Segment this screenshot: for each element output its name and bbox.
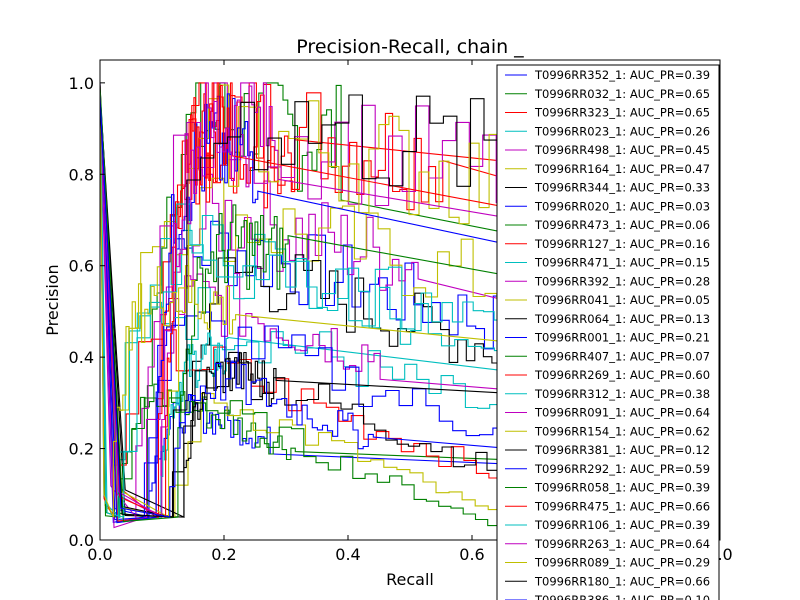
y-tick-label: 0.6 [69, 257, 94, 276]
legend-entry: T0996RR352_1: AUC_PR=0.39 [534, 68, 710, 82]
legend-entry: T0996RR344_1: AUC_PR=0.33 [534, 181, 710, 195]
y-tick-label: 1.0 [69, 74, 94, 93]
legend-entry: T0996RR323_1: AUC_PR=0.65 [534, 106, 710, 120]
chart-title: Precision-Recall, chain _ [296, 36, 524, 58]
y-tick-label: 0.4 [69, 348, 94, 367]
legend-entry: T0996RR180_1: AUC_PR=0.66 [534, 574, 710, 588]
plot-frame [99, 59, 721, 541]
legend-entry: T0996RR091_1: AUC_PR=0.64 [534, 406, 710, 420]
x-tick-label: 0.2 [211, 545, 236, 564]
legend-entry: T0996RR386_1: AUC_PR=0.10 [534, 593, 710, 600]
legend-entry: T0996RR312_1: AUC_PR=0.38 [534, 387, 710, 401]
legend-entry: T0996RR041_1: AUC_PR=0.05 [534, 293, 710, 307]
series-line [100, 83, 720, 524]
y-tick-label: 0.8 [69, 165, 94, 184]
legend-entry: T0996RR089_1: AUC_PR=0.29 [534, 556, 710, 570]
legend-entry: T0996RR032_1: AUC_PR=0.65 [534, 87, 710, 101]
x-tick-label: 0.4 [335, 545, 360, 564]
legend-entry: T0996RR064_1: AUC_PR=0.13 [534, 312, 710, 326]
legend-box [496, 64, 720, 600]
legend-entry: T0996RR058_1: AUC_PR=0.39 [534, 481, 710, 495]
series-line [100, 101, 720, 519]
series-line [100, 85, 720, 521]
series-line [100, 82, 720, 519]
legend-entry: T0996RR498_1: AUC_PR=0.45 [534, 143, 710, 157]
x-tick-label: 0.6 [459, 545, 484, 564]
legend-entry: T0996RR154_1: AUC_PR=0.62 [534, 424, 710, 438]
y-tick-label: 0.2 [69, 440, 94, 459]
legend-entry: T0996RR127_1: AUC_PR=0.16 [534, 237, 710, 251]
x-axis-label: Recall [386, 570, 434, 589]
legend-entry: T0996RR473_1: AUC_PR=0.06 [534, 218, 710, 232]
legend: T0996RR352_1: AUC_PR=0.39 T0996RR032_1: A… [496, 64, 720, 600]
legend-entry: T0996RR023_1: AUC_PR=0.26 [534, 124, 710, 138]
y-axis-label: Precision [43, 264, 62, 335]
series-line [100, 96, 720, 518]
series-line [100, 82, 720, 519]
series-line [100, 82, 720, 518]
series-line [100, 83, 720, 522]
legend-entry: T0996RR164_1: AUC_PR=0.47 [534, 162, 710, 176]
legend-entry: T0996RR381_1: AUC_PR=0.12 [534, 443, 710, 457]
series-line [100, 93, 720, 518]
series-line [100, 82, 720, 518]
legend-entry: T0996RR020_1: AUC_PR=0.03 [534, 199, 710, 213]
legend-entry: T0996RR475_1: AUC_PR=0.66 [534, 499, 710, 513]
series-line [100, 85, 720, 523]
x-tick-label: 0.0 [87, 545, 112, 564]
legend-entry: T0996RR292_1: AUC_PR=0.59 [534, 462, 710, 476]
legend-entry: T0996RR269_1: AUC_PR=0.60 [534, 368, 710, 382]
legend-entry: T0996RR392_1: AUC_PR=0.28 [534, 274, 710, 288]
series-line [100, 90, 720, 518]
legend-entry: T0996RR471_1: AUC_PR=0.15 [534, 256, 710, 270]
legend-entry: T0996RR407_1: AUC_PR=0.07 [534, 349, 710, 363]
y-tick-label: 0.0 [69, 531, 94, 550]
legend-entry: T0996RR263_1: AUC_PR=0.64 [534, 537, 710, 551]
series-line [100, 92, 720, 518]
legend-entry: T0996RR001_1: AUC_PR=0.21 [534, 331, 710, 345]
legend-entry: T0996RR106_1: AUC_PR=0.39 [534, 518, 710, 532]
